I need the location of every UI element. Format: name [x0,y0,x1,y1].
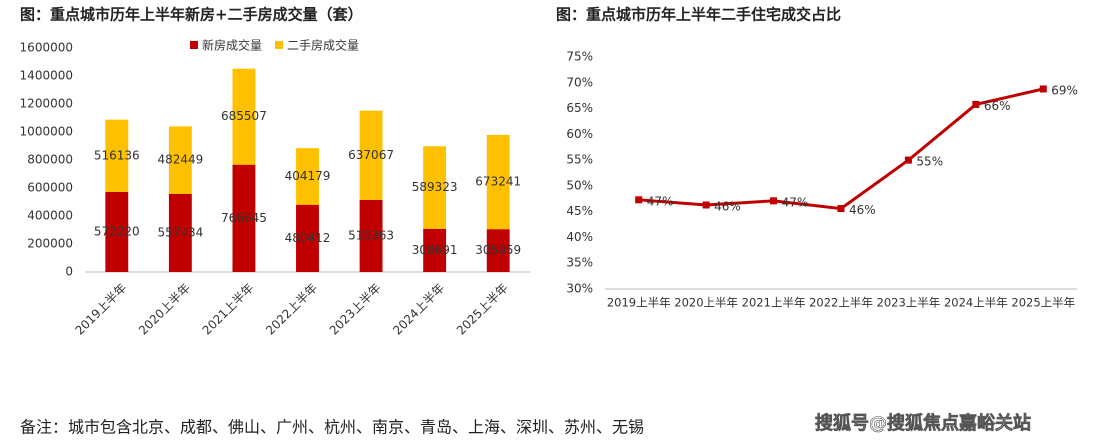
bar-segment [359,110,383,200]
data-label: 66% [984,99,1011,113]
bar-segment [423,146,447,229]
y-tick-label: 1000000 [20,125,73,139]
y-tick-label: 400000 [27,209,73,223]
marker [972,100,980,108]
data-label: 766645 [221,211,267,225]
marker [904,156,912,164]
marker [635,196,643,204]
bar-segment [168,193,192,272]
footnote: 备注：城市包含北京、成都、佛山、广州、杭州、南京、青岛、上海、深圳、苏州、无锡 [20,418,644,437]
y-tick-label: 70% [566,75,593,89]
bar-segment [486,229,510,272]
data-label: 516136 [94,148,140,162]
y-tick-label: 45% [566,204,593,218]
y-tick-label: 30% [566,282,593,296]
data-label: 572220 [94,224,140,238]
data-label: 404179 [285,169,331,183]
data-label: 46% [714,199,741,213]
data-label: 47% [782,195,809,209]
bar-segment [105,119,129,192]
data-label: 305959 [475,243,521,257]
data-label: 673241 [475,175,521,189]
bar-segment [423,228,447,272]
bar-segment [105,191,129,272]
bar-segment [168,126,192,194]
chart-title: 图：重点城市历年上半年二手住宅成交占比 [556,6,841,24]
x-tick-label: 2021上半年 [742,296,806,310]
marker [702,201,710,209]
data-label: 482449 [157,153,203,167]
data-label: 55% [916,155,943,169]
data-label: 69% [1051,83,1078,97]
legend-swatch [275,41,283,49]
y-tick-label: 600000 [27,181,73,195]
y-tick-label: 55% [566,153,593,167]
x-tick-label: 2024上半年 [944,296,1008,310]
x-tick-label: 2019上半年 [607,296,671,310]
bar-segment [232,68,256,165]
data-label: 308691 [412,243,458,257]
data-label: 515363 [348,228,394,242]
marker [770,197,778,205]
y-tick-label: 0 [65,265,73,279]
legend-label: 新房成交量 [202,38,262,53]
x-tick-label: 2022上半年 [809,296,873,310]
y-tick-label: 1600000 [20,41,73,55]
data-label: 47% [647,194,674,208]
data-label: 637067 [348,148,394,162]
chart-title: 图：重点城市历年上半年新房+二手房成交量（套） [20,6,363,24]
y-tick-label: 50% [566,178,593,192]
x-tick-label: 2025上半年 [1011,296,1075,310]
x-tick-label: 2023上半年 [877,296,941,310]
data-label: 46% [849,203,876,217]
watermark: 搜狐号@搜狐焦点嘉峪关站 [815,412,1031,434]
y-tick-label: 60% [566,127,593,141]
legend-swatch [190,41,198,49]
bar-segment [296,204,319,272]
data-label: 685507 [221,109,267,123]
y-tick-label: 1200000 [20,97,73,111]
bar-segment [486,134,510,230]
data-label: 589323 [412,180,458,194]
y-tick-label: 75% [566,50,593,64]
y-tick-label: 200000 [27,237,73,251]
bar-segment [296,148,319,205]
marker [837,205,845,213]
legend-label: 二手房成交量 [287,38,359,53]
bar-segment [359,199,383,272]
y-tick-label: 1400000 [20,69,73,83]
data-label: 480412 [285,231,331,245]
marker [1039,85,1047,93]
data-label: 557434 [157,225,203,239]
y-tick-label: 40% [566,230,593,244]
y-tick-label: 65% [566,101,593,115]
y-tick-label: 35% [566,256,593,270]
bar-segment [232,164,256,272]
x-tick-label: 2020上半年 [674,296,738,310]
y-tick-label: 800000 [27,153,73,167]
